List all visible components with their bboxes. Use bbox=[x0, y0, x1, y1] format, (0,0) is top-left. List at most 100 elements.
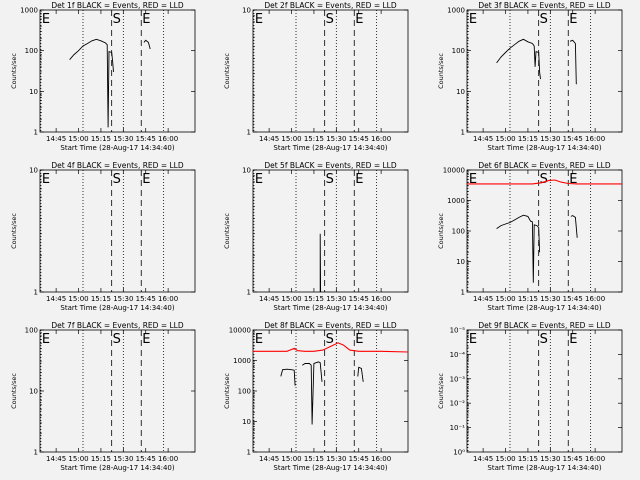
chart-6-series-1-segment-0 bbox=[496, 214, 541, 283]
chart-8-xtick-label-3: 15:30 bbox=[326, 455, 346, 463]
chart-5-xtick-label-0: 14:45 bbox=[259, 295, 279, 303]
chart-9-title: Det 9f BLACK = Events, RED = LLD bbox=[478, 321, 611, 330]
chart-6-ylabel: Counts/sec bbox=[437, 213, 445, 249]
chart-8-marker-label-0: E bbox=[255, 332, 263, 347]
chart-1-ytick-label-0: 1 bbox=[34, 129, 38, 137]
chart-5-marker-label-4: E bbox=[355, 172, 363, 187]
chart-2-xtick-label-1: 15:00 bbox=[281, 135, 301, 143]
chart-8-series-1-segment-0 bbox=[280, 368, 296, 386]
chart-9-frame bbox=[466, 329, 623, 453]
chart-panel-8: Det 8f BLACK = Events, RED = LLD 1 10 100 10… bbox=[223, 321, 409, 472]
chart-4-ytick-label-0: 1 bbox=[34, 289, 38, 297]
chart-3-xtick-label-1: 15:00 bbox=[495, 135, 515, 143]
chart-4-xtick-label-4: 15:45 bbox=[136, 295, 156, 303]
chart-3-ytick-label-0: 1 bbox=[461, 129, 465, 137]
chart-3-title: Det 3f BLACK = Events, RED = LLD bbox=[478, 1, 611, 10]
chart-panel-7: Det 7f BLACK = Events, RED = LLD 1 10 100 14… bbox=[10, 321, 196, 472]
chart-1-marker-label-0: E bbox=[42, 12, 50, 27]
chart-9-ytick-label-4: 10⁻⁴ bbox=[450, 351, 466, 359]
chart-2-ytick-label-1: 10 bbox=[242, 7, 251, 15]
chart-9-ylabel: Counts/sec bbox=[437, 373, 445, 409]
chart-7-ytick-label-2: 100 bbox=[25, 327, 38, 335]
chart-3-marker-label-2: S bbox=[540, 12, 548, 27]
chart-6-title: Det 6f BLACK = Events, RED = LLD bbox=[478, 161, 611, 170]
chart-6-marker-label-2: S bbox=[540, 172, 548, 187]
chart-9-xtick-label-1: 15:00 bbox=[495, 455, 515, 463]
chart-2-ylabel: Counts/sec bbox=[223, 53, 231, 89]
chart-6-frame bbox=[466, 169, 623, 293]
chart-4-frame bbox=[39, 169, 196, 293]
chart-1-frame bbox=[39, 9, 196, 133]
chart-7-xtick-label-0: 14:45 bbox=[46, 455, 66, 463]
chart-5-ytick-label-1: 10 bbox=[242, 167, 251, 175]
chart-panel-9: Det 9f BLACK = Events, RED = LLD 10⁰ 10⁻¹ 1… bbox=[437, 321, 623, 472]
chart-6-xlabel: Start Time (28-Aug-17 14:34:40) bbox=[487, 304, 601, 312]
chart-7-xlabel: Start Time (28-Aug-17 14:34:40) bbox=[60, 464, 174, 472]
chart-7-xtick-label-5: 16:00 bbox=[158, 455, 178, 463]
chart-2-marker-label-2: S bbox=[326, 12, 334, 27]
chart-1-series-0-segment-1 bbox=[143, 39, 151, 50]
chart-1-ytick-label-3: 1000 bbox=[20, 7, 38, 15]
chart-5-xtick-label-1: 15:00 bbox=[281, 295, 301, 303]
chart-3-xtick-label-0: 14:45 bbox=[473, 135, 493, 143]
chart-5-ytick-label-0: 1 bbox=[247, 289, 251, 297]
chart-6-series-0-segment-0 bbox=[467, 179, 622, 185]
chart-9-ytick-label-3: 10⁻³ bbox=[450, 375, 466, 383]
chart-panel-4: Det 4f BLACK = Events, RED = LLD 1 10 14:45… bbox=[10, 161, 196, 312]
chart-8-xtick-label-0: 14:45 bbox=[259, 455, 279, 463]
chart-4-xlabel: Start Time (28-Aug-17 14:34:40) bbox=[60, 304, 174, 312]
chart-4-xtick-label-5: 16:00 bbox=[158, 295, 178, 303]
chart-6-ytick-label-0: 1 bbox=[461, 289, 465, 297]
chart-4-xtick-label-3: 15:30 bbox=[113, 295, 133, 303]
chart-6-xtick-label-2: 15:15 bbox=[518, 295, 538, 303]
chart-7-ytick-label-1: 10 bbox=[29, 388, 38, 396]
chart-8-marker-label-4: E bbox=[355, 332, 363, 347]
chart-9-ytick-label-5: 10⁻⁵ bbox=[450, 327, 466, 335]
chart-7-title: Det 7f BLACK = Events, RED = LLD bbox=[51, 321, 184, 330]
chart-6-xtick-label-3: 15:30 bbox=[540, 295, 560, 303]
chart-4-marker-label-2: S bbox=[113, 172, 121, 187]
chart-3-xtick-label-3: 15:30 bbox=[540, 135, 560, 143]
chart-6-xtick-label-0: 14:45 bbox=[473, 295, 493, 303]
chart-8-xtick-label-4: 15:45 bbox=[349, 455, 369, 463]
chart-2-frame bbox=[252, 9, 409, 133]
chart-7-marker-label-0: E bbox=[42, 332, 50, 347]
chart-9-marker-label-2: S bbox=[540, 332, 548, 347]
chart-1-xtick-label-2: 15:15 bbox=[91, 135, 111, 143]
chart-8-series-1-segment-1 bbox=[302, 361, 323, 425]
chart-3-ylabel: Counts/sec bbox=[437, 53, 445, 89]
chart-1-ylabel: Counts/sec bbox=[10, 53, 18, 89]
chart-9-ytick-label-1: 10⁻¹ bbox=[450, 424, 466, 432]
chart-panel-1: Det 1f BLACK = Events, RED = LLD 1 10 100 10… bbox=[10, 1, 196, 152]
chart-8-xtick-label-2: 15:15 bbox=[304, 455, 324, 463]
chart-9-ytick-label-0: 10⁰ bbox=[453, 449, 465, 457]
chart-7-ylabel: Counts/sec bbox=[10, 373, 18, 409]
chart-4-title: Det 4f BLACK = Events, RED = LLD bbox=[51, 161, 184, 170]
chart-8-series-0-segment-0 bbox=[253, 342, 409, 353]
chart-7-xtick-label-3: 15:30 bbox=[113, 455, 133, 463]
chart-8-xtick-label-1: 15:00 bbox=[281, 455, 301, 463]
chart-5-marker-label-0: E bbox=[255, 172, 263, 187]
chart-4-xtick-label-2: 15:15 bbox=[91, 295, 111, 303]
chart-2-title: Det 2f BLACK = Events, RED = LLD bbox=[264, 1, 397, 10]
chart-1-title: Det 1f BLACK = Events, RED = LLD bbox=[51, 1, 184, 10]
chart-2-xlabel: Start Time (28-Aug-17 14:34:40) bbox=[273, 144, 387, 152]
chart-panel-5: Det 5f BLACK = Events, RED = LLD 1 10 14:45… bbox=[223, 161, 409, 312]
chart-5-xtick-label-3: 15:30 bbox=[326, 295, 346, 303]
chart-1-xlabel: Start Time (28-Aug-17 14:34:40) bbox=[60, 144, 174, 152]
chart-3-series-0-segment-1 bbox=[569, 39, 577, 85]
chart-panel-2: Det 2f BLACK = Events, RED = LLD 1 10 14:45… bbox=[223, 1, 409, 152]
chart-3-xlabel: Start Time (28-Aug-17 14:34:40) bbox=[487, 144, 601, 152]
chart-2-xtick-label-0: 14:45 bbox=[259, 135, 279, 143]
chart-6-ytick-label-4: 10000 bbox=[443, 167, 465, 175]
chart-8-ytick-label-3: 1000 bbox=[233, 357, 251, 365]
chart-9-marker-label-0: E bbox=[469, 332, 477, 347]
chart-1-series-0-segment-0 bbox=[69, 38, 114, 128]
chart-4-xtick-label-1: 15:00 bbox=[68, 295, 88, 303]
chart-1-marker-label-2: S bbox=[113, 12, 121, 27]
chart-6-ytick-label-3: 1000 bbox=[447, 197, 465, 205]
chart-8-title: Det 8f BLACK = Events, RED = LLD bbox=[264, 321, 397, 330]
chart-2-marker-label-4: E bbox=[355, 12, 363, 27]
chart-3-series-0-segment-0 bbox=[496, 38, 541, 80]
